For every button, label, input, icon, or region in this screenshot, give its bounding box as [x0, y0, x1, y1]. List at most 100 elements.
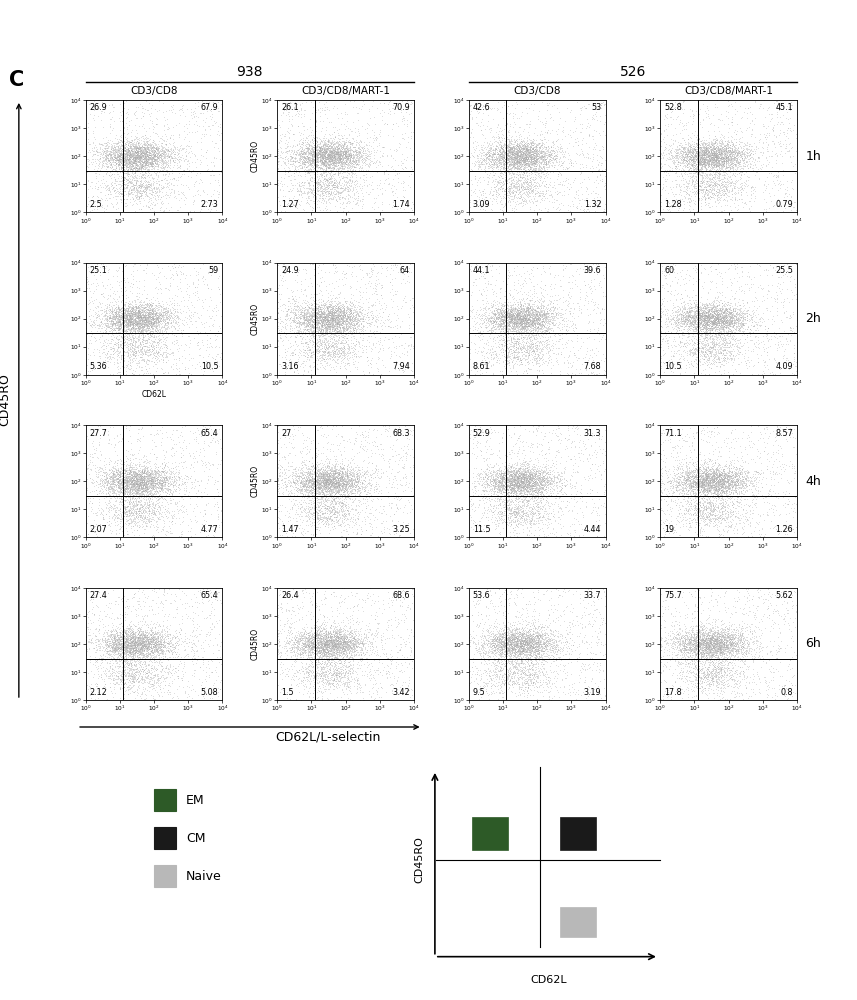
- Point: [686, 151, 699, 167]
- Point: [118, 149, 132, 165]
- Point: [172, 151, 186, 167]
- Point: [538, 162, 552, 178]
- Point: [117, 642, 130, 658]
- Point: [483, 476, 497, 492]
- Point: [345, 146, 358, 162]
- Point: [134, 177, 147, 193]
- Point: [705, 147, 719, 163]
- Point: [128, 324, 141, 340]
- Point: [704, 498, 717, 514]
- Point: [716, 152, 730, 168]
- Point: [124, 467, 138, 483]
- Point: [339, 663, 352, 679]
- Point: [710, 516, 723, 532]
- Point: [316, 659, 330, 675]
- Point: [114, 142, 128, 158]
- Point: [117, 644, 130, 660]
- Point: [509, 149, 523, 165]
- Point: [724, 642, 738, 658]
- Point: [111, 144, 125, 160]
- Point: [137, 638, 151, 654]
- Point: [782, 458, 795, 474]
- Point: [705, 469, 719, 485]
- Point: [529, 325, 542, 341]
- Point: [362, 312, 375, 328]
- Point: [656, 658, 670, 674]
- Point: [116, 518, 129, 534]
- Point: [162, 504, 176, 520]
- Point: [315, 484, 329, 500]
- Point: [334, 317, 348, 333]
- Point: [316, 679, 330, 695]
- Point: [129, 628, 142, 644]
- Point: [148, 626, 162, 642]
- Point: [128, 310, 141, 326]
- Point: [524, 334, 538, 350]
- Point: [160, 178, 174, 194]
- Point: [506, 641, 520, 657]
- Point: [342, 485, 356, 501]
- Point: [134, 475, 147, 491]
- Point: [529, 631, 542, 647]
- Point: [312, 481, 326, 497]
- Point: [735, 635, 749, 651]
- Point: [335, 308, 349, 324]
- Point: [666, 199, 680, 215]
- Point: [494, 508, 507, 524]
- Point: [504, 640, 518, 656]
- Point: [525, 507, 539, 523]
- Point: [481, 645, 494, 661]
- Point: [343, 121, 357, 137]
- Point: [326, 139, 339, 155]
- Point: [675, 193, 689, 209]
- Point: [87, 441, 101, 457]
- Point: [121, 632, 135, 648]
- Point: [135, 624, 148, 640]
- Point: [718, 472, 732, 488]
- Point: [713, 318, 727, 334]
- Point: [292, 133, 306, 149]
- Point: [81, 351, 95, 367]
- Point: [123, 145, 137, 161]
- Point: [537, 190, 551, 206]
- Point: [594, 100, 608, 116]
- Point: [516, 315, 530, 331]
- Point: [124, 514, 138, 530]
- Point: [182, 339, 195, 355]
- Point: [713, 137, 727, 153]
- Point: [336, 630, 350, 646]
- Point: [154, 298, 168, 314]
- Point: [680, 328, 694, 344]
- Point: [121, 649, 135, 665]
- Point: [315, 147, 329, 163]
- Point: [196, 118, 210, 134]
- Point: [519, 682, 533, 698]
- Point: [505, 483, 518, 499]
- Point: [707, 305, 721, 321]
- Point: [683, 313, 697, 329]
- Point: [319, 308, 333, 324]
- Point: [88, 654, 102, 670]
- Point: [315, 317, 328, 333]
- Point: [695, 182, 709, 198]
- Point: [507, 466, 521, 482]
- Point: [516, 195, 530, 211]
- Point: [488, 167, 501, 183]
- Point: [697, 317, 710, 333]
- Point: [704, 466, 718, 482]
- Point: [670, 483, 684, 499]
- Point: [697, 144, 710, 160]
- Point: [329, 183, 343, 199]
- Point: [294, 628, 308, 644]
- Point: [85, 435, 99, 451]
- Point: [524, 185, 538, 201]
- Point: [199, 513, 213, 529]
- Point: [132, 481, 146, 497]
- Point: [342, 302, 356, 318]
- Point: [515, 633, 529, 649]
- Point: [116, 188, 129, 204]
- Point: [117, 628, 131, 644]
- Point: [577, 656, 590, 672]
- Point: [686, 643, 700, 659]
- Point: [495, 673, 509, 689]
